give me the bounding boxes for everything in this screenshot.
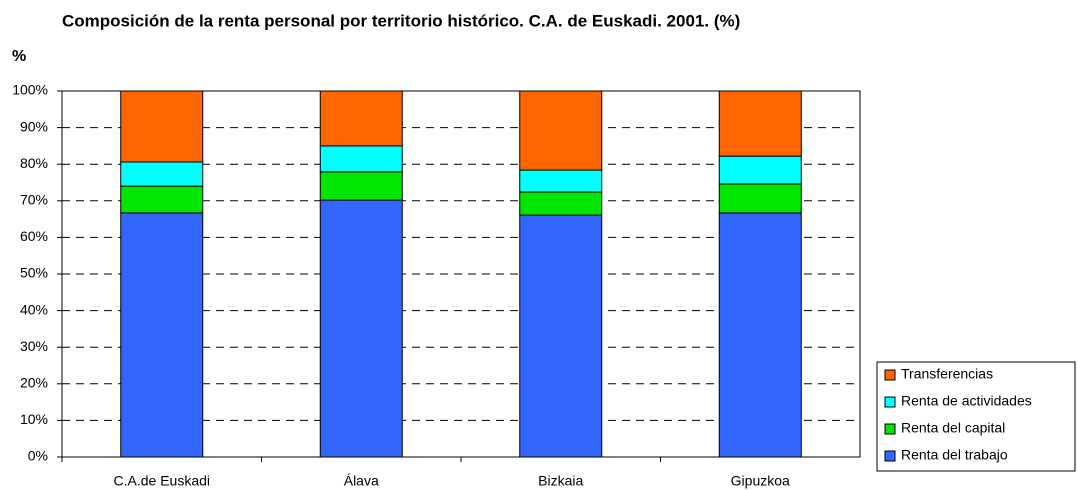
bar-segment <box>319 199 403 458</box>
legend-label: Renta del capital <box>901 420 1005 436</box>
legend-swatch <box>884 423 896 435</box>
bar-segment <box>718 90 802 157</box>
y-tick-label: 10% <box>20 411 48 427</box>
y-tick-label: 60% <box>20 228 48 244</box>
legend-label: Renta del trabajo <box>901 447 1008 463</box>
y-tick-label: 90% <box>20 118 48 134</box>
bar-segment <box>519 191 603 216</box>
y-tick-label: 40% <box>20 301 48 317</box>
bar-segment <box>519 214 603 458</box>
bar-segment <box>718 155 802 185</box>
y-tick-label: 50% <box>20 265 48 281</box>
legend-swatch <box>884 369 896 381</box>
x-tick-label: Bizkaia <box>538 473 583 489</box>
legend-label: Renta de actividades <box>901 393 1032 409</box>
legend-swatch <box>884 396 896 408</box>
bar-segment <box>718 183 802 214</box>
legend-label: Transferencias <box>901 366 993 382</box>
y-tick-label: 30% <box>20 338 48 354</box>
x-tick-label: C.A.de Euskadi <box>114 473 211 489</box>
bar-segment <box>519 169 603 193</box>
y-tick-label: 100% <box>12 82 48 98</box>
y-tick-label: 0% <box>28 448 48 464</box>
bar-segment <box>519 90 603 171</box>
bar-segment <box>120 185 204 214</box>
legend-box <box>876 361 1076 472</box>
x-tick-label: Gipuzkoa <box>731 473 790 489</box>
bar-segment <box>319 90 403 147</box>
y-tick-label: 70% <box>20 192 48 208</box>
bar-segment <box>120 212 204 458</box>
bar-segment <box>718 212 802 458</box>
bar-segment <box>120 90 204 163</box>
bar-segment <box>319 171 403 201</box>
y-tick-label: 20% <box>20 375 48 391</box>
chart-title: Composición de la renta personal por ter… <box>62 11 740 30</box>
legend-swatch <box>884 450 896 462</box>
bar-segment <box>120 161 204 187</box>
y-axis-label: % <box>12 48 26 65</box>
bar-segment <box>319 145 403 173</box>
y-tick-label: 80% <box>20 155 48 171</box>
x-tick-label: Álava <box>344 473 379 489</box>
